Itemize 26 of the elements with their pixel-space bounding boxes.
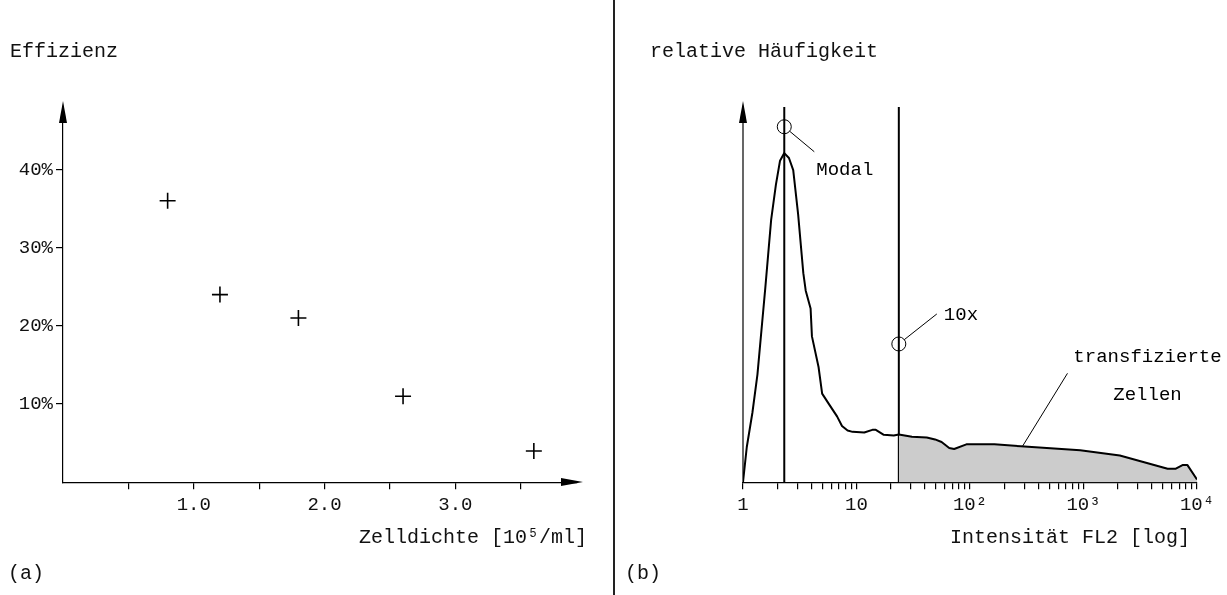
point [211,285,229,304]
y-tick-label: 10% [18,393,54,416]
text: (b) [625,562,662,585]
y-axis-title: relative Häufigkeit [650,40,879,63]
point [525,442,543,460]
text: (a) [8,562,45,585]
x-tick-label: 1 [737,493,749,516]
y-axis-title: Effizienz [10,40,119,63]
x-tick-label: 10² [952,493,988,516]
y-tick-label: 40% [18,158,54,181]
x-tick-label: 10 [845,493,868,516]
point [158,192,177,210]
x-tick-label: 2.0 [307,493,342,516]
x-tick-label: 1.0 [176,493,211,516]
x-tick-label: 3.0 [438,493,473,516]
x-tick-label: 10⁴ [1179,493,1215,516]
x-tick-label: 10³ [1066,493,1101,516]
point [394,387,412,406]
x-axis-title: Zelldichte [10⁵/ml] [358,526,587,549]
point [289,309,308,327]
annotation: 10x [943,303,979,326]
y-tick-label: 30% [18,236,54,259]
annotation: transfizierte Zellen [1073,346,1222,407]
annotation: Modal [816,158,874,181]
y-tick-label: 20% [18,314,54,337]
x-axis-title: Intensität FL2 [log] [949,526,1190,549]
